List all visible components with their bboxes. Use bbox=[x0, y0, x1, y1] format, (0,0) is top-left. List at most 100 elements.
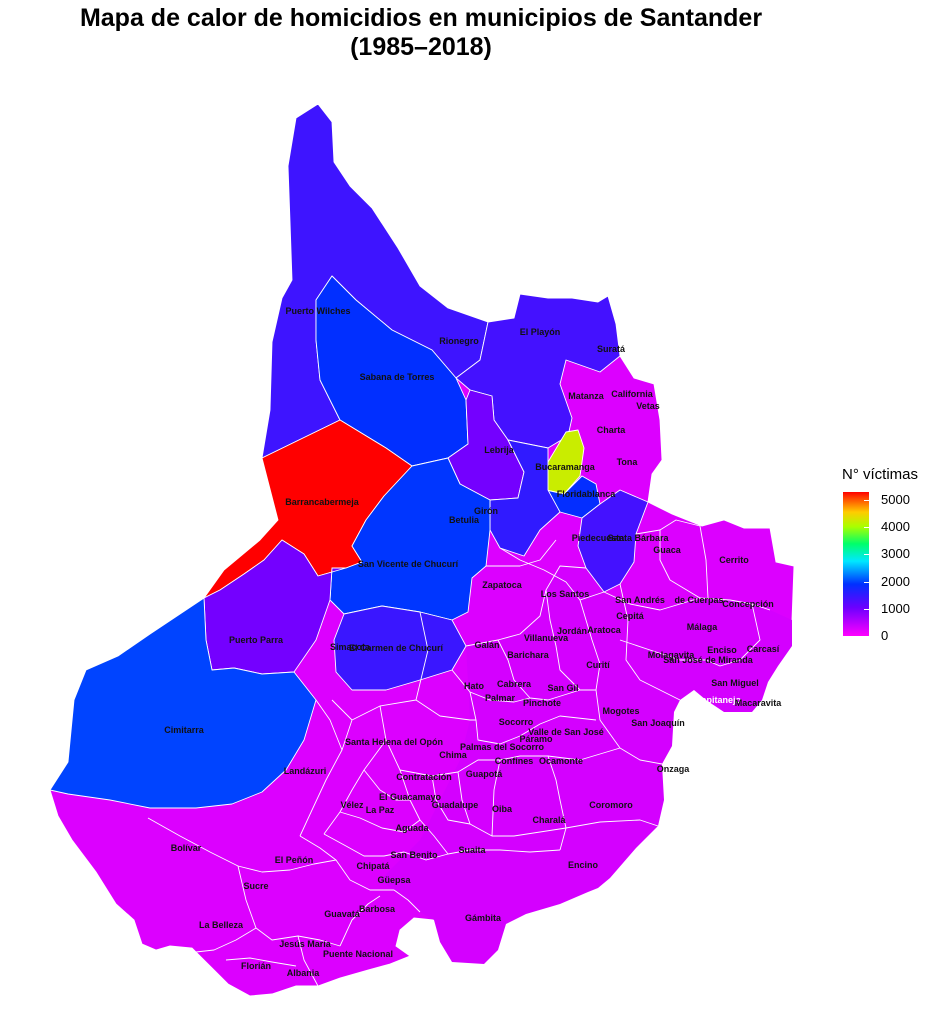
label-contratacion: Contratación bbox=[396, 772, 452, 782]
border-line bbox=[339, 811, 421, 833]
label-florian: Florián bbox=[241, 961, 271, 971]
border-line bbox=[635, 519, 701, 535]
border-line bbox=[225, 957, 297, 967]
label-albania: Albania bbox=[287, 968, 321, 978]
border-line bbox=[659, 530, 701, 599]
border-line bbox=[486, 539, 557, 567]
label-el-penon: El Peñón bbox=[275, 855, 314, 865]
border-line bbox=[457, 771, 471, 825]
border-line bbox=[323, 833, 561, 861]
region-piedecuesta bbox=[577, 489, 649, 593]
legend-tick-label: 0 bbox=[881, 628, 889, 643]
label-confines: Confines bbox=[495, 756, 534, 766]
label-malaga: Málaga bbox=[687, 622, 719, 632]
label-galan: Galán bbox=[474, 640, 499, 650]
label-palmas-del-socorro: Palmas del Socorro bbox=[460, 742, 545, 752]
label-los-santos: Los Santos bbox=[541, 589, 590, 599]
label-vetas: Vetas bbox=[636, 401, 660, 411]
label-san-jose-de-miranda: San José de Miranda bbox=[663, 655, 754, 665]
region-south-east bbox=[380, 566, 792, 964]
legend-tick-label: 5000 bbox=[881, 492, 910, 508]
legend-tick-mark bbox=[864, 554, 869, 555]
region-el-carmen-de-chucuri bbox=[333, 605, 467, 691]
label-puente-nacional: Puente Nacional bbox=[323, 949, 393, 959]
border-line bbox=[415, 699, 476, 721]
border-line bbox=[147, 817, 337, 873]
label-lebrija: Lebrija bbox=[484, 445, 515, 455]
border-line bbox=[297, 935, 319, 987]
label-palmar: Palmar bbox=[485, 693, 516, 703]
region-cimitarra bbox=[49, 597, 317, 809]
label-hato: Hato bbox=[464, 681, 485, 691]
label-jordan: Jordán bbox=[557, 626, 587, 636]
label-charta: Charta bbox=[597, 425, 627, 435]
label-floridablanca: Floridablanca bbox=[557, 489, 617, 499]
label-bucaramanga: Bucaramanga bbox=[535, 462, 596, 472]
label-la-belleza: La Belleza bbox=[199, 920, 244, 930]
label-cimitarra: Cimitarra bbox=[164, 725, 205, 735]
label-aguada: Aguada bbox=[395, 823, 429, 833]
label-capitanejo: Capitanejo bbox=[695, 695, 742, 705]
label-puerto-wilches: Puerto Wilches bbox=[286, 306, 351, 316]
label-santa-barbara: Santa Bárbara bbox=[607, 533, 669, 543]
border-line bbox=[363, 769, 410, 801]
border-line bbox=[431, 775, 659, 837]
label-san-gil: San Gil bbox=[547, 683, 578, 693]
border-line bbox=[339, 895, 381, 947]
label-villanueva: Villanueva bbox=[524, 633, 569, 643]
label-california: California bbox=[611, 389, 654, 399]
label-el-playon: El Playón bbox=[520, 327, 561, 337]
label-enciso: Enciso bbox=[707, 645, 737, 655]
legend-tick-mark bbox=[864, 500, 869, 501]
legend-title: N° víctimas bbox=[842, 466, 919, 483]
label-la-paz: La Paz bbox=[366, 805, 395, 815]
border-line bbox=[299, 719, 353, 837]
municipality-borders bbox=[147, 519, 771, 987]
legend-tick-label: 2000 bbox=[881, 573, 910, 589]
label-guapota: Guapotá bbox=[466, 769, 503, 779]
legend-tick-mark bbox=[864, 636, 869, 637]
border-line bbox=[315, 699, 343, 751]
label-guaca: Guaca bbox=[653, 545, 682, 555]
label-barichara: Barichara bbox=[507, 650, 550, 660]
legend-tick-label: 4000 bbox=[881, 519, 910, 535]
label-zapatoca: Zapatoca bbox=[482, 580, 523, 590]
label-simacota: Simacota bbox=[330, 642, 371, 652]
border-line bbox=[469, 691, 597, 745]
border-line bbox=[497, 639, 581, 701]
label-san-miguel: San Miguel bbox=[711, 678, 759, 688]
label-cabrera: Cabrera bbox=[497, 679, 532, 689]
label-carcasi: Carcasí bbox=[747, 644, 780, 654]
label-landazuri: Landázuri bbox=[284, 766, 327, 776]
border-line bbox=[323, 739, 387, 835]
label-guavata: Guavatá bbox=[324, 909, 361, 919]
label-surata: Suratá bbox=[597, 344, 626, 354]
label-rionegro: Rionegro bbox=[439, 336, 479, 346]
chart-title-line1: Mapa de calor de homicidios en municipio… bbox=[79, 4, 763, 32]
border-line bbox=[579, 599, 663, 765]
border-line bbox=[299, 835, 421, 913]
label-ocamonte: Ocamonte bbox=[539, 756, 583, 766]
label-guadalupe: Guadalupe bbox=[432, 800, 479, 810]
legend-tick-mark bbox=[864, 609, 869, 610]
border-line bbox=[499, 547, 605, 601]
border-line bbox=[619, 603, 761, 667]
label-san-vicente-de-chucuri: San Vicente de Chucurí bbox=[358, 559, 459, 569]
border-line bbox=[545, 589, 596, 691]
border-line bbox=[195, 927, 257, 953]
label-santa-helena-del-opon: Santa Helena del Opón bbox=[345, 737, 443, 747]
label-valle-de-san-jose: Valle de San José bbox=[528, 727, 604, 737]
chart-title: Mapa de calor de homicidios en municipio… bbox=[0, 4, 842, 62]
map-labels: Puerto Wilches Sabana de Torres Rionegro El… bbox=[164, 306, 782, 978]
label-tona: Tona bbox=[617, 457, 639, 467]
label-onzaga: Onzaga bbox=[657, 764, 691, 774]
label-charala: Charalá bbox=[532, 815, 566, 825]
label-cepita: Cepitá bbox=[616, 611, 645, 621]
label-encino: Encino bbox=[568, 860, 599, 870]
label-san-joaquin: San Joaquín bbox=[631, 718, 685, 728]
region-giron bbox=[489, 439, 561, 557]
label-san-benito: San Benito bbox=[390, 850, 438, 860]
legend-tick-mark bbox=[864, 582, 869, 583]
border-line bbox=[491, 759, 501, 837]
